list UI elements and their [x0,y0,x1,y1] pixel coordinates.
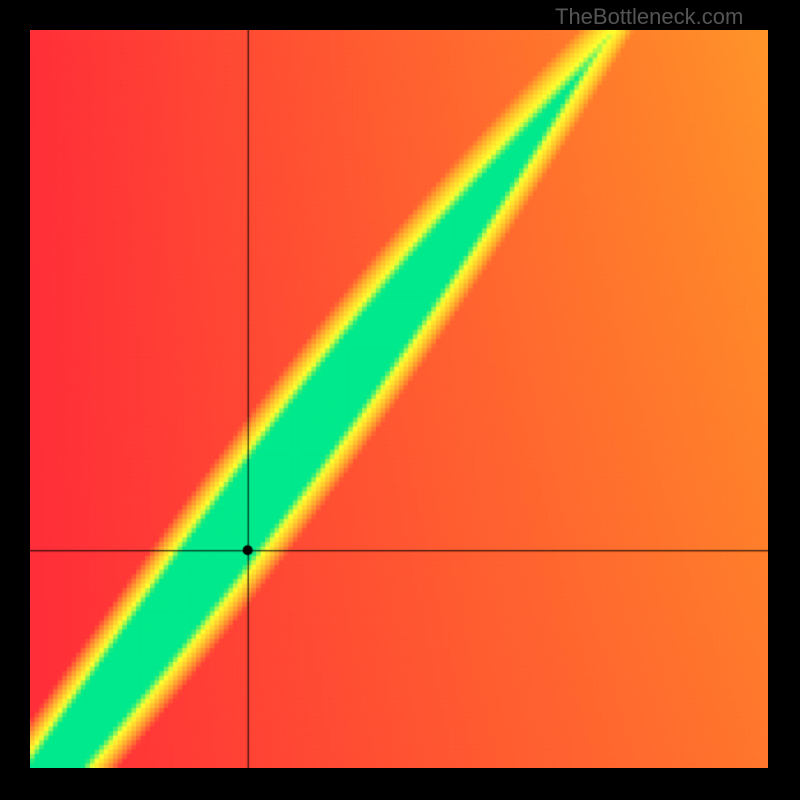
watermark-text: TheBottleneck.com [555,4,743,30]
plot-area [30,30,768,768]
heatmap-canvas [30,30,768,768]
